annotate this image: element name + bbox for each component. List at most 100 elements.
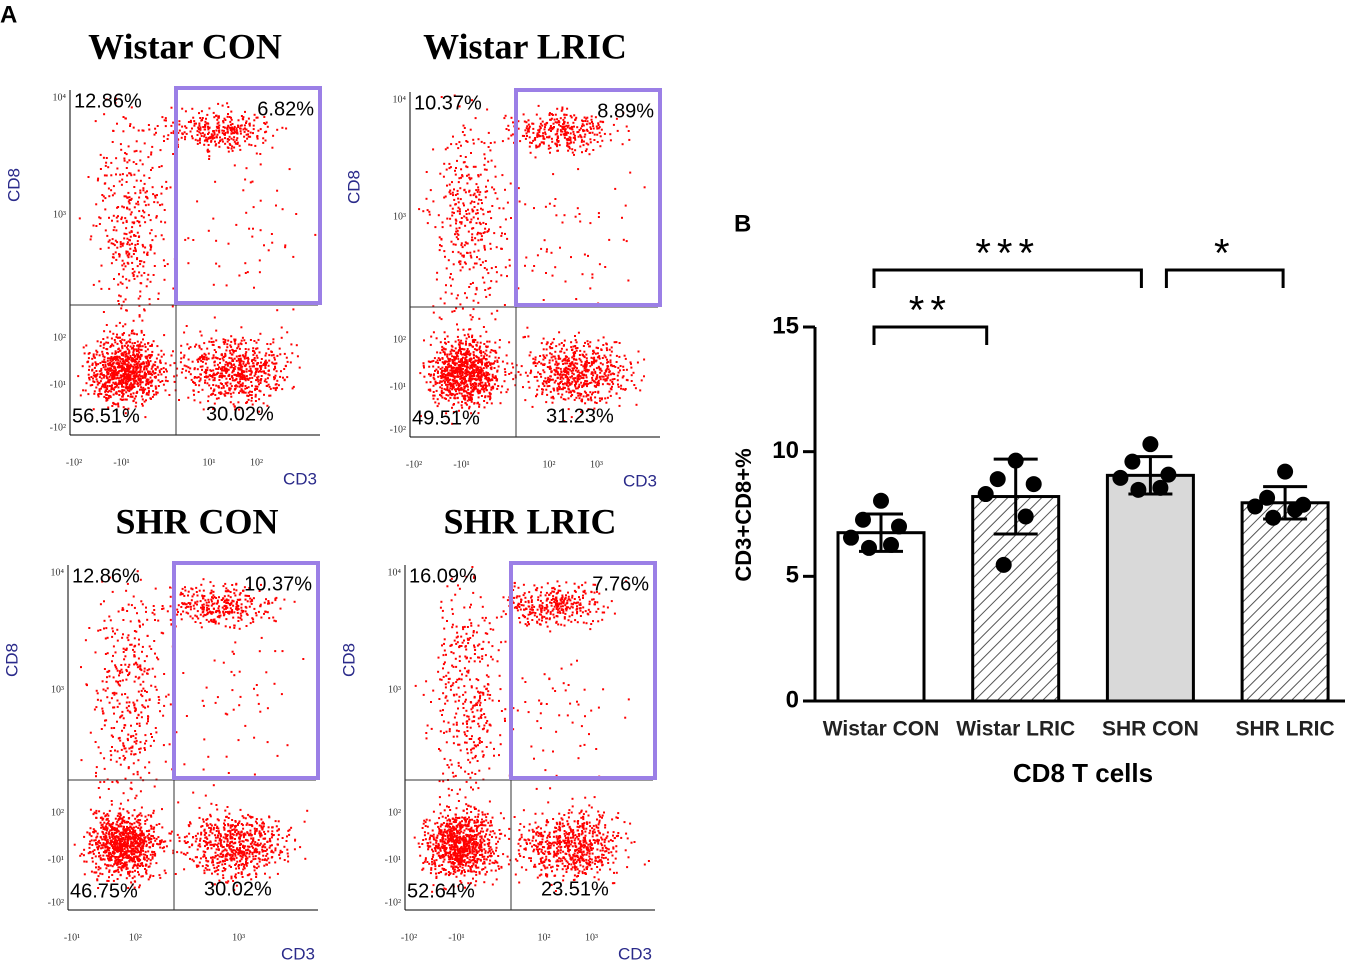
dot (602, 344, 605, 346)
dot (490, 349, 493, 351)
dot (606, 396, 609, 399)
dot (269, 343, 272, 346)
dot (437, 357, 440, 360)
dot (477, 249, 480, 252)
dot (538, 360, 541, 363)
dot (451, 278, 454, 281)
dot (125, 221, 128, 223)
dot (556, 137, 559, 139)
dot (582, 144, 585, 147)
dot (590, 381, 593, 384)
dot (512, 378, 515, 381)
dot (217, 397, 220, 400)
dot (244, 262, 247, 265)
dot (187, 366, 190, 369)
dot (479, 381, 482, 384)
dot (264, 372, 267, 375)
dot (192, 389, 195, 392)
dot (597, 390, 600, 393)
dot (568, 145, 571, 148)
dot (541, 393, 544, 396)
dot (262, 364, 265, 366)
dot (472, 138, 475, 141)
dot (573, 153, 575, 156)
dot (569, 390, 572, 393)
dot (562, 363, 565, 365)
dot (444, 366, 447, 369)
dot (228, 142, 231, 145)
dot (112, 358, 114, 361)
dot (241, 385, 244, 388)
x-tick-label: -10¹ (113, 457, 129, 468)
dot (472, 370, 475, 372)
dot (91, 860, 94, 863)
dot (121, 391, 124, 394)
dot (247, 133, 249, 136)
dot (105, 376, 108, 379)
dot (478, 198, 480, 201)
dot (563, 122, 566, 125)
dot (145, 399, 147, 402)
dot (199, 126, 202, 129)
dot (599, 145, 602, 148)
dot (564, 362, 567, 365)
dot (266, 343, 269, 345)
dot (536, 132, 539, 135)
dot (123, 361, 126, 364)
dot (549, 118, 552, 121)
dot (605, 379, 608, 382)
dot (132, 126, 135, 129)
dot (222, 121, 225, 124)
dot (484, 227, 487, 230)
dot (114, 251, 117, 254)
dot (484, 377, 487, 380)
dot (243, 377, 246, 380)
dot (136, 356, 139, 359)
dot (120, 148, 123, 151)
dot (583, 350, 586, 353)
dot (556, 138, 558, 141)
dot (116, 376, 119, 379)
dot (583, 383, 586, 386)
dot (469, 314, 472, 317)
dot (234, 373, 237, 376)
dot (608, 383, 611, 386)
dot (201, 117, 204, 119)
dot (523, 120, 526, 123)
dot (543, 239, 546, 242)
dot (125, 368, 128, 371)
dot (481, 381, 484, 384)
dot (483, 400, 486, 402)
dot (441, 370, 444, 373)
dot (588, 122, 591, 125)
dot (132, 366, 135, 369)
dot (106, 367, 109, 370)
dot (241, 382, 244, 385)
dot (119, 390, 122, 393)
dot (474, 293, 477, 296)
dot (470, 370, 473, 373)
dot (233, 363, 236, 366)
dot (621, 216, 623, 219)
dot (121, 381, 124, 384)
dot (223, 356, 226, 359)
dot (247, 348, 250, 351)
dot (485, 185, 487, 188)
dot (270, 350, 273, 353)
dot (272, 353, 275, 356)
dot (107, 406, 110, 409)
dot (128, 872, 131, 875)
dot (210, 341, 213, 343)
dot (236, 141, 239, 144)
dot (468, 398, 470, 401)
dot (440, 390, 443, 392)
dot (189, 373, 192, 376)
dot (113, 382, 116, 385)
dot (627, 279, 630, 282)
dot (446, 353, 449, 356)
dot (111, 865, 114, 868)
dot (235, 359, 238, 362)
dot (103, 383, 105, 386)
dot (105, 839, 108, 842)
